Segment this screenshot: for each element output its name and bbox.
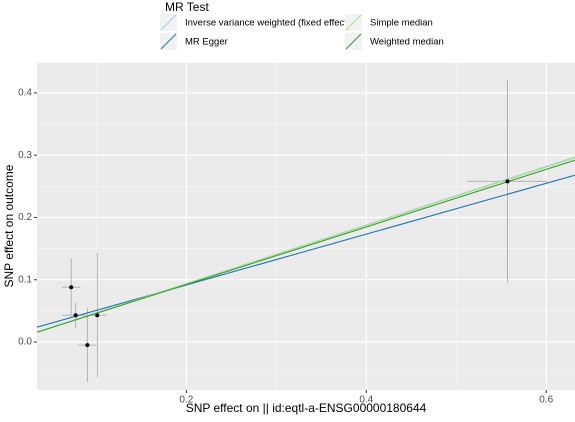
legend-label: Inverse variance weighted (fixed effects… <box>185 18 355 29</box>
y-axis-label: SNP effect on outcome <box>2 164 16 287</box>
mr-line <box>36 174 575 328</box>
x-tick-label: 0.4 <box>359 395 373 406</box>
point <box>73 313 78 318</box>
y-tick-label: 0.4 <box>18 88 32 99</box>
point <box>69 285 74 290</box>
point <box>85 343 90 348</box>
legend-swatch <box>345 33 362 50</box>
x-tick-label: 0.2 <box>179 395 193 406</box>
y-tick-label: 0.3 <box>18 150 32 161</box>
point <box>505 179 510 184</box>
legend-title: MR Test <box>165 0 209 14</box>
point <box>95 313 100 318</box>
mr-line <box>36 159 575 333</box>
y-tick-label: 0.1 <box>18 274 32 285</box>
panel <box>37 63 575 390</box>
legend-swatch <box>160 33 177 50</box>
legend-swatch <box>160 14 177 31</box>
legend-swatch <box>345 14 362 31</box>
x-axis-label: SNP effect on || id:eqtl-a-ENSG000001806… <box>186 401 427 415</box>
x-tick-label: 0.6 <box>539 395 553 406</box>
legend-label: Simple median <box>370 18 433 29</box>
y-tick-label: 0.2 <box>18 212 32 223</box>
y-tick-label: 0.0 <box>18 337 32 348</box>
legend-label: MR Egger <box>185 37 228 48</box>
legend-label: Weighted median <box>370 37 444 48</box>
